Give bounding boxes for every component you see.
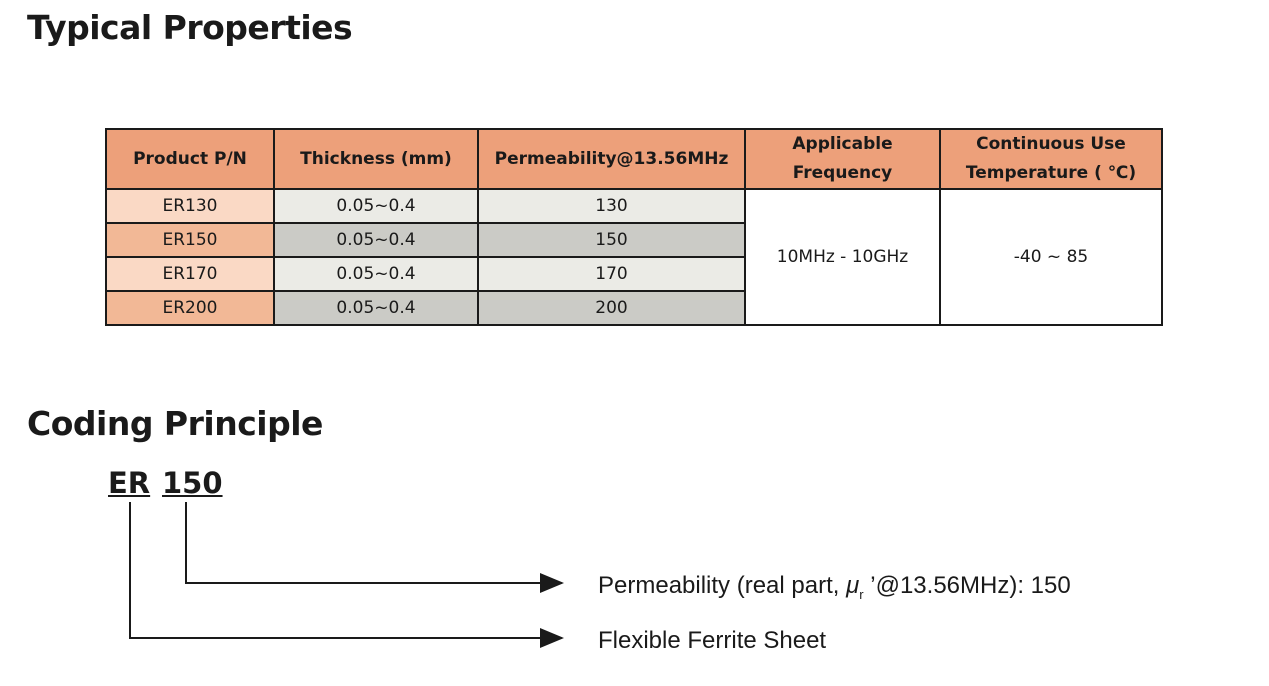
header-frequency: Applicable Frequency — [744, 128, 941, 190]
table-row: ER150 0.05~0.4 150 — [105, 222, 1162, 258]
cell-thickness: 0.05~0.4 — [273, 188, 479, 224]
header-permeability: Permeability@13.56MHz — [477, 128, 746, 190]
cell-pn: ER170 — [105, 256, 275, 292]
properties-table: Product P/N Thickness (mm) Permeability@… — [105, 128, 1163, 326]
code-number: 150 — [162, 466, 223, 500]
arrow-prefix — [129, 502, 564, 648]
coding-principle-title: Coding Principle — [27, 404, 323, 443]
header-thickness: Thickness (mm) — [273, 128, 479, 190]
table-header: Product P/N Thickness (mm) Permeability@… — [105, 128, 1163, 190]
cell-pn: ER200 — [105, 290, 275, 326]
cell-thickness: 0.05~0.4 — [273, 256, 479, 292]
cell-pn: ER150 — [105, 222, 275, 258]
cell-thickness: 0.05~0.4 — [273, 290, 479, 326]
cell-perm: 150 — [477, 222, 746, 258]
header-temperature: Continuous Use Temperature ( ℃) — [939, 128, 1163, 190]
permeability-description: Permeability (real part, μr ’@13.56MHz):… — [598, 572, 1071, 602]
header-product: Product P/N — [105, 128, 275, 190]
table-row: ER130 0.05~0.4 130 10MHz - 10GHz -40 ~ 8… — [105, 188, 1163, 326]
cell-temperature: -40 ~ 85 — [939, 188, 1163, 326]
cell-pn: ER130 — [105, 188, 275, 224]
table-row: ER200 0.05~0.4 200 — [105, 290, 1162, 326]
arrow-number — [185, 502, 564, 593]
table-row: ER170 0.05~0.4 170 — [105, 256, 1162, 292]
code-prefix: ER — [108, 466, 151, 500]
typical-properties-title: Typical Properties — [27, 8, 353, 47]
prefix-description: Flexible Ferrite Sheet — [598, 627, 827, 654]
cell-perm: 130 — [477, 188, 746, 224]
cell-thickness: 0.05~0.4 — [273, 222, 479, 258]
cell-perm: 200 — [477, 290, 746, 326]
cell-frequency: 10MHz - 10GHz — [744, 188, 941, 326]
cell-perm: 170 — [477, 256, 746, 292]
